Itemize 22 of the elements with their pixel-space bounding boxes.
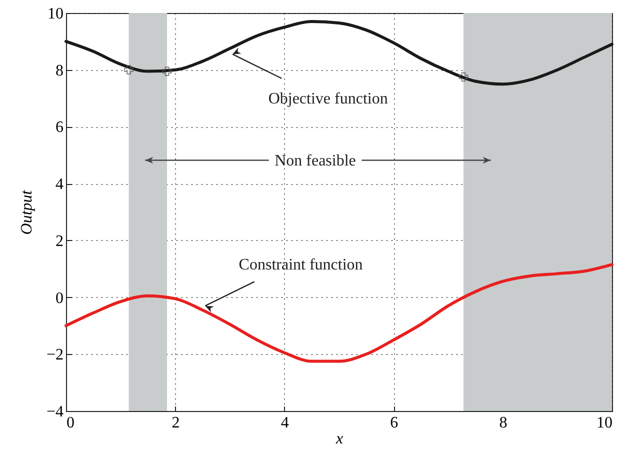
x-tick-label: 0 xyxy=(66,414,74,432)
y-tick-label: 6 xyxy=(56,119,64,136)
x-tick-label: 8 xyxy=(499,414,508,432)
y-tick-label: 4 xyxy=(56,176,64,194)
point xyxy=(124,65,134,75)
y-tick-label: 8 xyxy=(56,62,64,80)
x-tick-label: 4 xyxy=(280,414,289,432)
y-tick-label: −2 xyxy=(46,346,64,364)
annotation: Objective function xyxy=(268,90,388,108)
y-axis-title: Output xyxy=(18,190,36,235)
annotation: Non feasible xyxy=(274,152,356,170)
point xyxy=(458,72,468,82)
point xyxy=(162,66,172,76)
x-tick-label: 10 xyxy=(596,414,612,432)
y-tick-label: 2 xyxy=(56,232,64,250)
x-tick-label: 2 xyxy=(172,414,180,432)
y-tick-label: 0 xyxy=(56,290,64,307)
x-tick-label: 6 xyxy=(390,414,398,432)
annotation: Constraint function xyxy=(238,256,363,274)
y-tick-label: −4 xyxy=(46,404,64,420)
y-tick-label: 10 xyxy=(48,6,64,22)
x-axis-title: x xyxy=(334,430,344,448)
